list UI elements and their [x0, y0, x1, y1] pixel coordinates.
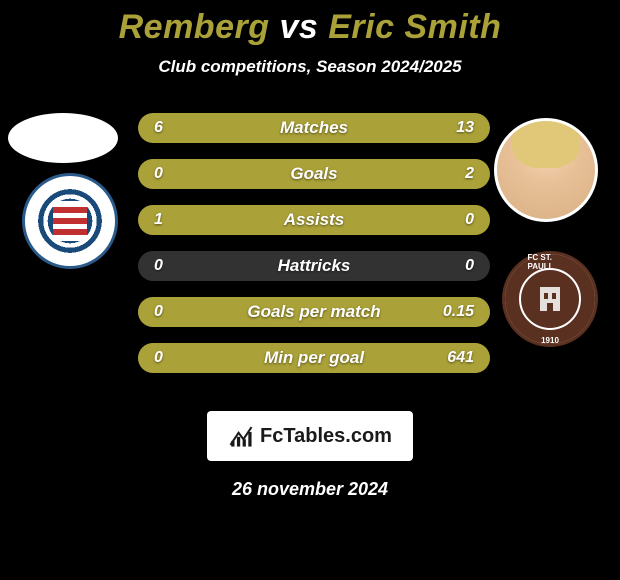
comparison-title: Remberg vs Eric Smith [0, 8, 620, 47]
stat-label: Matches [138, 113, 490, 143]
stat-value-right: 0 [465, 205, 474, 235]
stat-bar: Min per goal0 641 [138, 343, 490, 373]
stat-value-left: 0 [154, 159, 163, 189]
stat-label: Min per goal [138, 343, 490, 373]
club-left-stripe [53, 229, 87, 235]
comparison-container: Remberg vs Eric Smith Club competitions,… [0, 0, 620, 500]
stat-bar: Goals per match0 0.15 [138, 297, 490, 327]
club-left-badge-inner [53, 201, 87, 241]
stat-value-left: 6 [154, 113, 163, 143]
player-right-name: Eric Smith [328, 8, 501, 46]
stat-label: Hattricks [138, 251, 490, 281]
source-logo-box: FcTables.com [207, 411, 413, 461]
player-right-avatar [494, 118, 598, 222]
stat-label: Assists [138, 205, 490, 235]
stat-label: Goals [138, 159, 490, 189]
club-left-badge [22, 173, 118, 269]
stat-value-right: 13 [456, 113, 474, 143]
main-area: FC ST. PAULI 1910 Matches613Goals02Assis… [0, 113, 620, 393]
chart-icon [228, 423, 254, 449]
stat-bar: Hattricks0 0 [138, 251, 490, 281]
stat-value-right: 0 [465, 251, 474, 281]
stat-value-left: 0 [154, 343, 163, 373]
club-left-stripe [53, 207, 87, 213]
stat-value-left: 1 [154, 205, 163, 235]
stat-value-left: 0 [154, 251, 163, 281]
stat-bar: Matches6 13 [138, 113, 490, 143]
club-right-badge: FC ST. PAULI 1910 [502, 251, 598, 347]
stat-bar: Assists1 0 [138, 205, 490, 235]
player-left-name: Remberg [119, 8, 270, 46]
subtitle: Club competitions, Season 2024/2025 [0, 57, 620, 77]
club-right-text-top: FC ST. PAULI [528, 253, 573, 271]
player-left-avatar [8, 113, 118, 163]
stat-bar: Goals0 2 [138, 159, 490, 189]
stat-value-right: 0.15 [443, 297, 474, 327]
stat-value-right: 641 [447, 343, 474, 373]
source-logo-text: FcTables.com [260, 425, 392, 448]
club-left-stripe [53, 218, 87, 224]
club-right-text-bottom: 1910 [541, 336, 559, 345]
stat-bars: Matches613Goals02Assists10Hattricks00Goa… [138, 113, 490, 389]
stat-value-right: 2 [465, 159, 474, 189]
club-right-emblem [530, 279, 570, 319]
stat-value-left: 0 [154, 297, 163, 327]
stat-label: Goals per match [138, 297, 490, 327]
title-vs: vs [279, 8, 318, 46]
club-right-center [521, 270, 579, 328]
comparison-date: 26 november 2024 [0, 479, 620, 500]
